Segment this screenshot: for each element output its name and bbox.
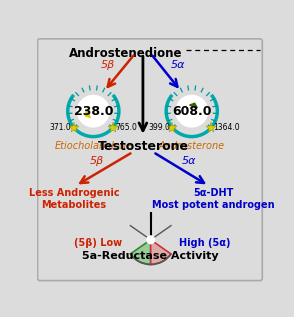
Text: 5α-DHT
Most potent androgen: 5α-DHT Most potent androgen xyxy=(152,188,275,210)
Text: 238.0: 238.0 xyxy=(74,105,113,118)
Text: 765.0: 765.0 xyxy=(115,123,137,132)
Text: Etiocholanolone: Etiocholanolone xyxy=(54,141,132,151)
Text: Androsterone: Androsterone xyxy=(159,141,225,151)
Text: 371.0: 371.0 xyxy=(50,123,71,132)
FancyBboxPatch shape xyxy=(38,39,262,281)
Text: 608.0: 608.0 xyxy=(172,105,211,118)
Text: (5β) Low: (5β) Low xyxy=(74,238,122,248)
Wedge shape xyxy=(151,240,171,264)
Text: High (5α): High (5α) xyxy=(179,238,231,248)
Text: 5β: 5β xyxy=(90,156,104,166)
Circle shape xyxy=(176,96,207,126)
Text: 1364.0: 1364.0 xyxy=(214,123,240,132)
Text: 5a-Reductase Activity: 5a-Reductase Activity xyxy=(82,250,219,261)
Polygon shape xyxy=(85,111,90,118)
Text: 5α: 5α xyxy=(181,156,196,166)
Circle shape xyxy=(78,96,109,126)
Text: Testosterone: Testosterone xyxy=(97,140,188,153)
Circle shape xyxy=(147,236,155,244)
Text: 5α: 5α xyxy=(171,60,185,70)
Polygon shape xyxy=(190,103,197,108)
Text: 5β: 5β xyxy=(101,60,115,70)
Text: Less Androgenic
Metabolites: Less Androgenic Metabolites xyxy=(29,188,119,210)
Text: Androstenedione: Androstenedione xyxy=(69,47,183,60)
Text: 399.0: 399.0 xyxy=(148,123,170,132)
Wedge shape xyxy=(130,240,151,264)
